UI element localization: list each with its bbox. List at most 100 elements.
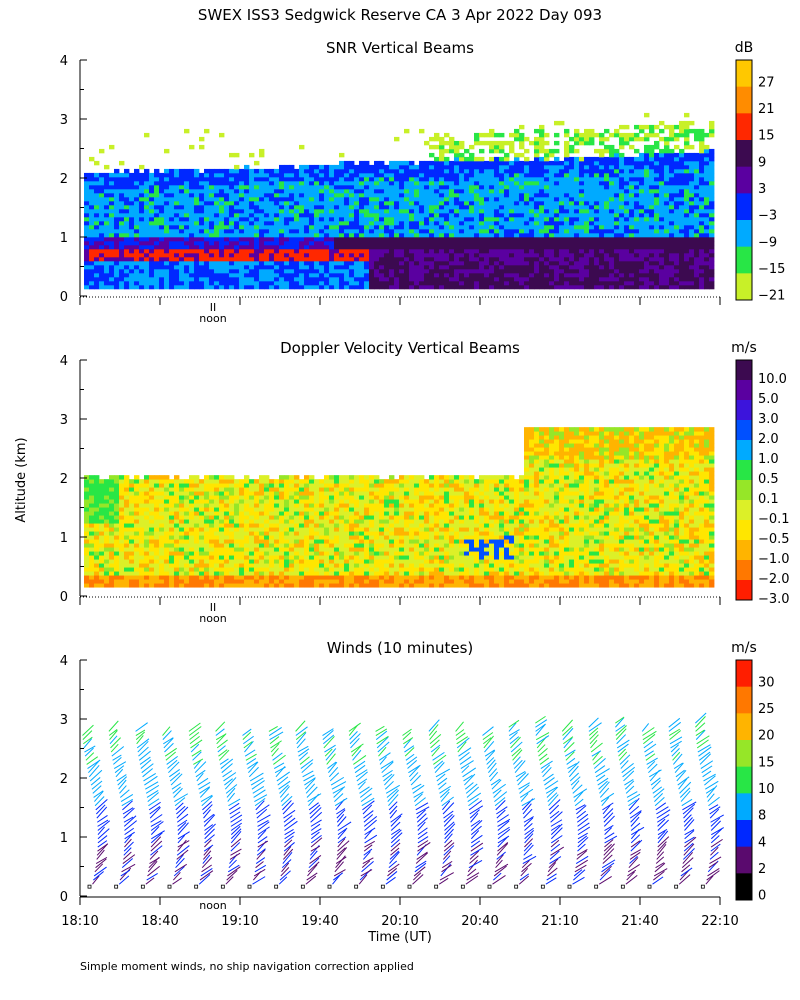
snr-cell — [94, 276, 100, 282]
snr-cell — [609, 172, 615, 178]
doppler-cell — [184, 531, 190, 536]
doppler-cell — [199, 547, 205, 552]
snr-cell — [564, 192, 570, 198]
snr-cell — [574, 128, 580, 134]
snr-cell — [659, 284, 665, 290]
doppler-cell — [104, 495, 110, 500]
snr-cell — [99, 256, 105, 262]
doppler-cell — [114, 567, 120, 572]
snr-cell — [409, 280, 415, 286]
snr-cell — [249, 196, 255, 202]
doppler-cell — [129, 523, 135, 528]
snr-cell — [489, 200, 495, 206]
snr-cell — [99, 264, 105, 270]
doppler-cell — [169, 535, 175, 540]
snr-cell — [479, 276, 485, 282]
snr-cell — [214, 244, 220, 250]
snr-cell — [444, 248, 450, 254]
snr-cell — [534, 172, 540, 178]
snr-cell — [629, 156, 635, 162]
snr-cell — [314, 276, 320, 282]
snr-cell — [504, 188, 510, 194]
snr-cell — [279, 268, 285, 274]
doppler-cell — [194, 487, 200, 492]
snr-cell — [609, 284, 615, 290]
snr-cell — [679, 156, 685, 162]
doppler-cell — [89, 531, 95, 536]
snr-cell — [379, 284, 385, 290]
snr-cell — [209, 284, 215, 290]
snr-cell — [669, 160, 675, 166]
snr-cell — [244, 192, 250, 198]
snr-cell — [534, 264, 540, 270]
doppler-cell — [199, 511, 205, 516]
snr-cell — [434, 180, 440, 186]
doppler-cell — [114, 555, 120, 560]
snr-cell — [549, 212, 555, 218]
snr-cell — [259, 248, 265, 254]
snr-cell — [499, 284, 505, 290]
snr-cell — [379, 252, 385, 258]
snr-cell — [684, 196, 690, 202]
doppler-cell — [114, 507, 120, 512]
snr-cell — [374, 248, 380, 254]
snr-cell — [139, 192, 145, 198]
snr-cell — [489, 180, 495, 186]
snr-cell — [604, 200, 610, 206]
snr-cell — [189, 180, 195, 186]
snr-cell — [214, 284, 220, 290]
snr-cell — [649, 240, 655, 246]
doppler-cell — [139, 527, 145, 532]
snr-cell — [259, 196, 265, 202]
snr-cell — [124, 244, 130, 250]
doppler-cell — [89, 571, 95, 576]
snr-cell — [354, 192, 360, 198]
snr-cell — [644, 188, 650, 194]
snr-cell — [184, 264, 190, 270]
snr-cell — [274, 216, 280, 222]
snr-cell — [319, 236, 325, 242]
doppler-cell — [94, 531, 100, 536]
snr-cell — [634, 264, 640, 270]
snr-cell — [194, 272, 200, 278]
snr-cell — [399, 224, 405, 230]
snr-cell — [239, 272, 245, 278]
snr-cell — [709, 208, 715, 214]
snr-cell — [179, 276, 185, 282]
snr-cell — [429, 268, 435, 274]
snr-cell — [314, 212, 320, 218]
snr-cell — [624, 240, 630, 246]
snr-cell — [114, 204, 120, 210]
snr-cell — [409, 176, 415, 182]
snr-cell — [454, 272, 460, 278]
doppler-cell — [164, 483, 170, 488]
snr-cell — [319, 212, 325, 218]
snr-cell — [104, 196, 110, 202]
snr-cell — [684, 120, 690, 126]
snr-cell — [439, 256, 445, 262]
doppler-cell — [84, 555, 90, 560]
snr-cell — [379, 272, 385, 278]
snr-cell — [559, 164, 565, 170]
snr-cell — [639, 284, 645, 290]
doppler-cell — [119, 495, 125, 500]
snr-cell — [359, 256, 365, 262]
snr-cell — [349, 240, 355, 246]
snr-cell — [309, 260, 315, 266]
snr-cell — [109, 272, 115, 278]
snr-cell — [619, 260, 625, 266]
snr-cell — [159, 204, 165, 210]
snr-cell — [374, 244, 380, 250]
doppler-cell — [179, 567, 185, 572]
snr-cell — [364, 280, 370, 286]
snr-cell — [389, 216, 395, 222]
doppler-cell — [129, 571, 135, 576]
snr-cell — [494, 140, 500, 146]
snr-cell — [424, 208, 430, 214]
snr-cell — [689, 128, 695, 134]
snr-cell — [239, 180, 245, 186]
snr-cell — [649, 248, 655, 254]
snr-cell — [284, 172, 290, 178]
snr-cell — [449, 196, 455, 202]
snr-cell — [244, 200, 250, 206]
